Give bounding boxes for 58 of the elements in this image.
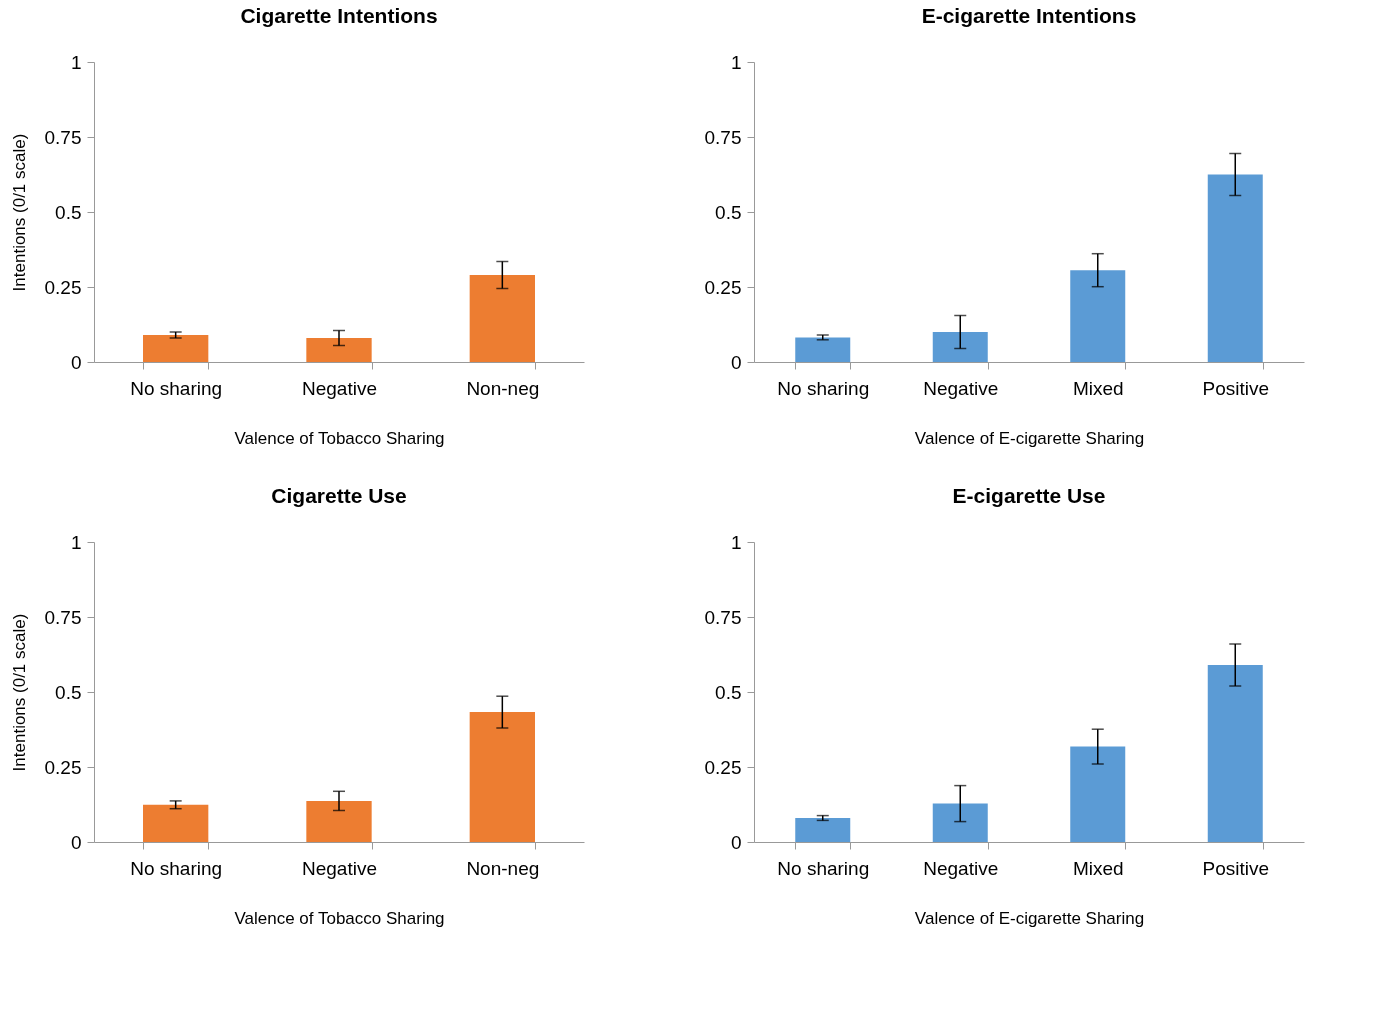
- y-tick-label: 0.25: [704, 756, 742, 778]
- x-tick-label: No sharing: [130, 857, 223, 879]
- y-tick-label: 1: [70, 51, 82, 73]
- bar: [795, 818, 851, 842]
- x-tick-label: Non-neg: [466, 857, 540, 879]
- y-tick-label: 0.5: [55, 201, 82, 223]
- bar: [1070, 270, 1126, 362]
- x-tick-label: Positive: [1202, 857, 1270, 879]
- y-tick-label: 0: [730, 351, 742, 373]
- y-tick-label: 1: [730, 531, 742, 553]
- y-tick-label: 1: [70, 531, 82, 553]
- y-tick-label: 0.75: [44, 606, 82, 628]
- y-tick-label: 0.5: [715, 681, 742, 703]
- y-axis-title: Intentions (0/1 scale): [9, 133, 29, 292]
- bar: [143, 335, 209, 362]
- x-axis-title: Valence of E-cigarette Sharing: [914, 428, 1145, 448]
- bar: [469, 712, 535, 842]
- x-tick-label: Negative: [923, 857, 999, 879]
- y-tick-label: 0.25: [44, 276, 82, 298]
- chart-title: E-cigarette Intentions: [921, 4, 1137, 27]
- chart-title: E-cigarette Use: [952, 484, 1106, 507]
- y-tick-label: 0.75: [704, 606, 742, 628]
- y-tick-label: 1: [730, 51, 742, 73]
- x-tick-label: Negative: [923, 377, 999, 399]
- x-tick-label: No sharing: [777, 377, 870, 399]
- x-axis-title: Valence of Tobacco Sharing: [234, 908, 445, 928]
- y-tick-label: 0.5: [715, 201, 742, 223]
- bar: [469, 275, 535, 362]
- x-tick-label: Non-neg: [466, 377, 540, 399]
- x-tick-label: Mixed: [1072, 377, 1124, 399]
- y-tick-label: 0.75: [704, 126, 742, 148]
- y-tick-label: 0.25: [704, 276, 742, 298]
- bar: [306, 338, 372, 362]
- x-axis-title: Valence of E-cigarette Sharing: [914, 908, 1145, 928]
- chart-title: Cigarette Intentions: [240, 4, 438, 27]
- bar: [306, 800, 372, 842]
- y-tick-label: 0.5: [55, 681, 82, 703]
- y-axis-title: Intentions (0/1 scale): [9, 613, 29, 772]
- x-tick-label: Positive: [1202, 377, 1270, 399]
- bar: [143, 804, 209, 842]
- bar: [795, 337, 851, 362]
- y-tick-label: 0: [70, 351, 82, 373]
- bar: [932, 803, 988, 842]
- bar: [932, 332, 988, 362]
- bar: [1207, 174, 1263, 362]
- chart-title: Cigarette Use: [271, 484, 407, 507]
- y-tick-label: 0: [70, 831, 82, 853]
- bar: [1070, 746, 1126, 842]
- y-tick-label: 0.25: [44, 756, 82, 778]
- x-tick-label: Negative: [302, 857, 377, 879]
- x-tick-label: No sharing: [130, 377, 223, 399]
- x-tick-label: Mixed: [1072, 857, 1124, 879]
- bar: [1207, 665, 1263, 842]
- y-tick-label: 0.75: [44, 126, 82, 148]
- y-tick-label: 0: [730, 831, 742, 853]
- x-axis-title: Valence of Tobacco Sharing: [234, 428, 445, 448]
- x-tick-label: Negative: [302, 377, 377, 399]
- x-tick-label: No sharing: [777, 857, 870, 879]
